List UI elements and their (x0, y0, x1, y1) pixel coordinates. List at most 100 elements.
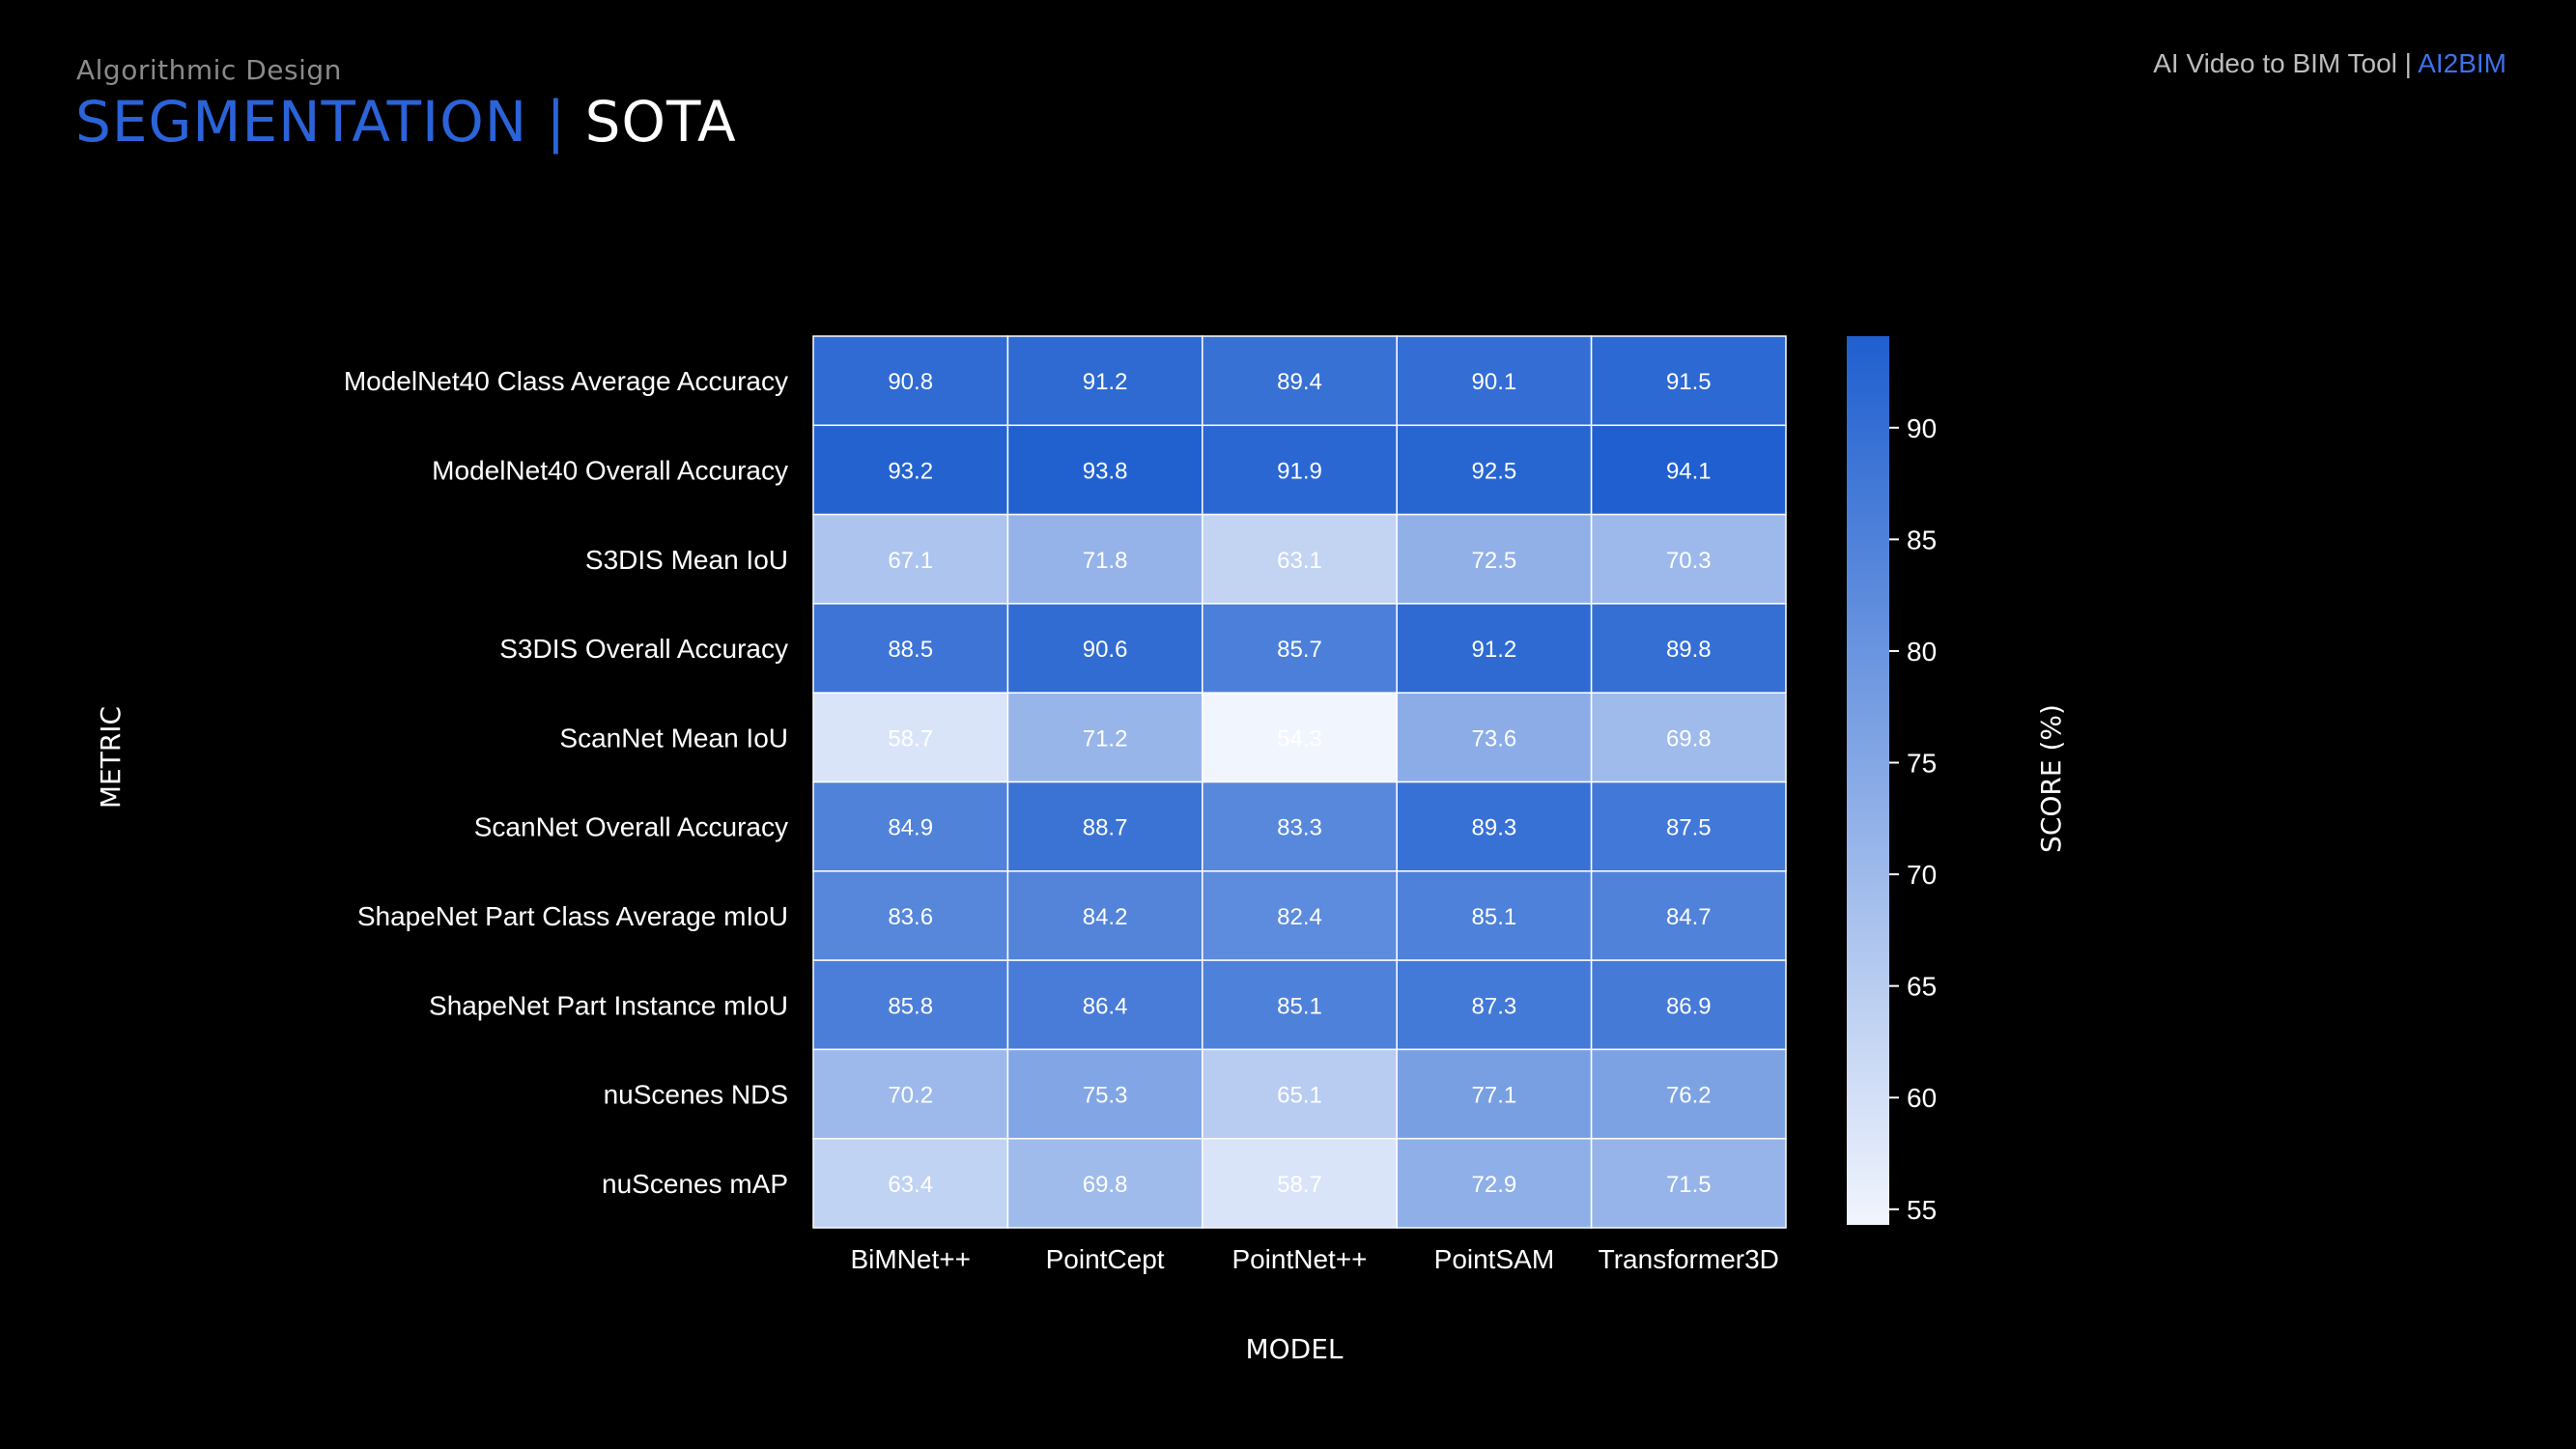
cell-value-label: 89.4 (1277, 369, 1322, 395)
page-title: SEGMENTATION | SOTA (75, 89, 737, 155)
heatmap-cell (1590, 870, 1787, 961)
cell-value-label: 70.3 (1666, 548, 1712, 574)
heatmap-cell (812, 513, 1009, 605)
cell-value-label: 91.2 (1472, 637, 1517, 663)
brand-label: AI Video to BIM Tool | AI2BIM (2153, 48, 2506, 79)
heatmap-cell (1006, 424, 1203, 516)
cell-value-label: 85.1 (1277, 993, 1322, 1019)
heatmap-cell (1396, 335, 1593, 427)
colorbar-label: SCORE (%) (2035, 704, 2067, 853)
heatmap-cell (1006, 1048, 1203, 1140)
heatmap-cell (1202, 603, 1398, 694)
cell-value-label: 71.2 (1083, 725, 1128, 752)
cell-value-label: 73.6 (1472, 725, 1517, 752)
heatmap-cell (1006, 870, 1203, 961)
heatmap-cell (1202, 1137, 1398, 1229)
cell-value-label: 91.2 (1083, 369, 1128, 395)
cell-value-label: 90.1 (1472, 369, 1517, 395)
heatmap-cell (1202, 424, 1398, 516)
column-labels: BiMNet++ PointCept PointNet++ PointSAM Trans… (850, 1244, 1778, 1274)
cell-value-label: 84.2 (1083, 904, 1128, 930)
cell-value-label: 89.3 (1472, 815, 1517, 841)
cell-value-label: 85.7 (1277, 637, 1322, 663)
cell-value-label: 77.1 (1472, 1083, 1517, 1109)
cell-value-label: 90.8 (888, 369, 933, 395)
heatmap-cell (812, 1048, 1009, 1140)
title-main: SOTA (584, 89, 737, 155)
heatmap-cell (1006, 1137, 1203, 1229)
cell-value-label: 92.5 (1472, 458, 1517, 484)
heatmap-cell (1396, 692, 1593, 783)
row-tick-label: ScanNet Overall Accuracy (474, 812, 788, 842)
cell-value-label: 70.2 (888, 1083, 933, 1109)
cell-value-label: 94.1 (1666, 458, 1712, 484)
colorbar-tick-label: 80 (1907, 637, 1937, 667)
cell-value-label: 72.9 (1472, 1172, 1517, 1198)
heatmap-cell (812, 692, 1009, 783)
cell-value-label: 58.7 (888, 725, 933, 752)
heatmap-cell (1202, 692, 1398, 783)
heatmap-cell (1590, 959, 1787, 1051)
heatmap-cell (1590, 513, 1787, 605)
heatmap-cell (1590, 424, 1787, 516)
cell-value-label: 71.5 (1666, 1172, 1712, 1198)
heatmap-cell (1202, 513, 1398, 605)
heatmap-cell (1202, 781, 1398, 872)
cell-value-label: 82.4 (1277, 904, 1322, 930)
cell-value-label: 89.8 (1666, 637, 1712, 663)
cell-value-label: 85.8 (888, 993, 933, 1019)
heatmap-cells: 90.8 91.2 89.4 90.1 91.5 93.2 93.8 91.9 92.5 94.1… (812, 335, 1787, 1229)
row-tick-label: ShapeNet Part Instance mIoU (429, 990, 788, 1020)
brand-text: AI Video to BIM Tool | (2153, 48, 2412, 78)
cell-value-label: 93.8 (1083, 458, 1128, 484)
row-tick-label: ShapeNet Part Class Average mIoU (357, 901, 788, 931)
colorbar-tick-label: 85 (1907, 525, 1937, 554)
colorbar-tick-label: 60 (1907, 1083, 1937, 1113)
heatmap-cell (1590, 1137, 1787, 1229)
colorbar-tick-label: 70 (1907, 860, 1937, 890)
heatmap-cell (1396, 1137, 1593, 1229)
cell-value-label: 84.9 (888, 815, 933, 841)
row-tick-label: ScanNet Mean IoU (559, 723, 788, 753)
row-tick-label: ModelNet40 Class Average Accuracy (344, 366, 788, 396)
row-tick-label: nuScenes mAP (602, 1169, 788, 1199)
cell-value-label: 65.1 (1277, 1083, 1322, 1109)
heatmap-cell (1202, 335, 1398, 427)
cell-value-label: 67.1 (888, 548, 933, 574)
cell-value-label: 87.5 (1666, 815, 1712, 841)
cell-value-label: 71.8 (1083, 548, 1128, 574)
row-tick-label: S3DIS Overall Accuracy (499, 634, 788, 664)
heatmap-cell (1006, 513, 1203, 605)
cell-value-label: 93.2 (888, 458, 933, 484)
heatmap-cell (1590, 603, 1787, 694)
heatmap-cell (1590, 781, 1787, 872)
column-tick-label: PointSAM (1434, 1244, 1555, 1274)
cell-value-label: 86.9 (1666, 993, 1712, 1019)
x-axis-label: MODEL (1245, 1333, 1343, 1365)
colorbar: 55 60 65 70 75 80 85 90 (1847, 336, 1937, 1225)
heatmap-cell (1202, 870, 1398, 961)
title-accent: SEGMENTATION | (75, 89, 567, 155)
heatmap-cell (1006, 781, 1203, 872)
column-tick-label: BiMNet++ (850, 1244, 971, 1274)
cell-value-label: 90.6 (1083, 637, 1128, 663)
colorbar-tick-label: 55 (1907, 1195, 1937, 1225)
column-tick-label: Transformer3D (1599, 1244, 1779, 1274)
row-tick-label: nuScenes NDS (604, 1080, 788, 1110)
cell-value-label: 76.2 (1666, 1083, 1712, 1109)
cell-value-label: 63.1 (1277, 548, 1322, 574)
cell-value-label: 83.3 (1277, 815, 1322, 841)
cell-value-label: 85.1 (1472, 904, 1517, 930)
colorbar-tick-label: 65 (1907, 972, 1937, 1002)
row-tick-label: S3DIS Mean IoU (585, 545, 788, 575)
column-tick-label: PointCept (1046, 1244, 1165, 1274)
cell-value-label: 72.5 (1472, 548, 1517, 574)
page-subtitle: Algorithmic Design (76, 54, 342, 86)
heatmap-cell (1396, 959, 1593, 1051)
cell-value-label: 91.5 (1666, 369, 1712, 395)
cell-value-label: 88.5 (888, 637, 933, 663)
cell-value-label: 75.3 (1083, 1083, 1128, 1109)
cell-value-label: 69.8 (1666, 725, 1712, 752)
cell-value-label: 86.4 (1083, 993, 1128, 1019)
